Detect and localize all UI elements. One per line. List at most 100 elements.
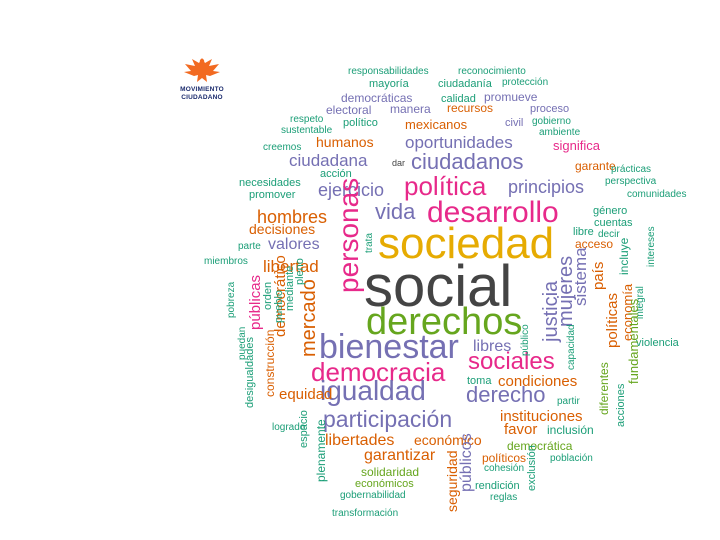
word-cloud-word: perspectiva bbox=[605, 176, 657, 187]
word-cloud-word: exclusión bbox=[526, 445, 538, 491]
word-cloud-word: público bbox=[520, 324, 531, 356]
word-cloud-word: sustentable bbox=[281, 125, 333, 136]
word-cloud-word: principios bbox=[508, 177, 585, 197]
word-cloud-word: participación bbox=[323, 406, 453, 432]
word-cloud-word: condiciones bbox=[498, 373, 578, 390]
word-cloud-word: electoral bbox=[326, 103, 372, 117]
word-cloud-word: acción bbox=[320, 168, 352, 180]
word-cloud-word: económico bbox=[414, 432, 482, 448]
word-cloud-word: promover bbox=[249, 189, 296, 201]
word-cloud-word: libertad bbox=[263, 257, 319, 276]
word-cloud-word: personas bbox=[333, 177, 364, 293]
word-cloud-word: calidad bbox=[441, 93, 476, 105]
word-cloud-word: democracia bbox=[311, 357, 446, 387]
word-cloud-word: espacio bbox=[298, 410, 310, 448]
word-cloud-word: manera bbox=[390, 102, 431, 116]
word-cloud-word: partir bbox=[557, 396, 580, 407]
word-cloud-word: ambiente bbox=[539, 127, 581, 138]
word-cloud-word: responsabilidades bbox=[348, 66, 429, 77]
word-cloud-word: humanos bbox=[316, 134, 374, 150]
word-cloud-word: democráticas bbox=[341, 91, 413, 105]
word-cloud-word: mercado bbox=[298, 279, 320, 357]
word-cloud-word: desarrollo bbox=[427, 196, 559, 229]
word-cloud-word: públicos bbox=[458, 433, 475, 492]
word-cloud-word: promueve bbox=[484, 90, 538, 104]
word-cloud-word: reconocimiento bbox=[458, 66, 526, 77]
word-cloud-word: bienestar bbox=[319, 328, 459, 366]
word-cloud-word: desigualdades bbox=[244, 337, 256, 408]
word-cloud-word: creemos bbox=[263, 142, 302, 153]
word-cloud-word: decir bbox=[598, 229, 620, 240]
word-cloud-word: pleno bbox=[294, 258, 306, 285]
word-cloud-word: libre bbox=[573, 226, 594, 238]
word-cloud-word: rendición bbox=[475, 480, 520, 492]
word-cloud-word: necesidades bbox=[239, 177, 301, 189]
logo-line-2: CIUDADANO bbox=[181, 94, 223, 101]
word-cloud-word: sistema bbox=[571, 247, 590, 306]
word-cloud-word: proceso bbox=[530, 103, 570, 115]
word-cloud-word: decisiones bbox=[249, 221, 316, 237]
word-cloud-word: acciones bbox=[615, 383, 627, 427]
word-cloud-word: plenamente bbox=[314, 419, 328, 482]
word-cloud-word: cohesión bbox=[484, 463, 525, 474]
word-cloud-word: violencia bbox=[636, 337, 679, 349]
word-cloud-word: mayoría bbox=[369, 78, 409, 90]
word-cloud-word: garante bbox=[575, 159, 616, 173]
word-cloud-word: seguridad bbox=[444, 450, 460, 513]
word-cloud-word: valores bbox=[268, 236, 320, 253]
word-cloud-word: político bbox=[343, 117, 378, 129]
word-cloud-word: instituciones bbox=[500, 408, 583, 425]
word-cloud-word: económicos bbox=[355, 478, 414, 490]
word-cloud-word: país bbox=[590, 261, 607, 290]
word-cloud-word: libres bbox=[473, 338, 512, 355]
word-cloud-word: ciudadana bbox=[289, 151, 368, 170]
word-cloud-word: logrado bbox=[272, 422, 306, 433]
word-cloud-word: libertades bbox=[325, 432, 395, 449]
word-cloud-word: trata bbox=[364, 232, 375, 253]
word-cloud-word: social bbox=[364, 254, 513, 319]
movimiento-ciudadano-logo: MOVIMIENTO CIUDADANO bbox=[172, 54, 232, 106]
word-cloud-word: capacidad bbox=[566, 324, 577, 370]
word-cloud-word: parte bbox=[238, 241, 261, 252]
word-cloud-word: pobreza bbox=[226, 281, 237, 318]
word-cloud-word: inclusión bbox=[547, 423, 594, 437]
word-cloud-word: garantizar bbox=[364, 447, 436, 464]
word-cloud-word: derecho bbox=[466, 382, 546, 407]
word-cloud-word: orden bbox=[262, 281, 274, 310]
word-cloud-word: población bbox=[550, 453, 593, 464]
word-cloud-word: oportunidades bbox=[405, 133, 513, 152]
word-cloud-word: sociales bbox=[468, 348, 555, 375]
word-cloud-word: hombres bbox=[257, 207, 328, 227]
word-cloud-word: democrática bbox=[507, 439, 573, 453]
word-cloud-word: gobierno bbox=[532, 116, 571, 127]
word-cloud-word: públicas bbox=[247, 274, 264, 330]
word-cloud-word: significa bbox=[553, 138, 600, 153]
word-cloud-word: sociedad bbox=[378, 219, 555, 268]
word-cloud-word: recursos bbox=[447, 101, 494, 115]
word-cloud-word: género bbox=[593, 205, 628, 217]
word-cloud-word: solidaridad bbox=[361, 465, 420, 479]
word-cloud-word: acceso bbox=[575, 237, 614, 251]
word-cloud-word: dar bbox=[392, 158, 406, 168]
word-cloud-word: ciudadanos bbox=[411, 149, 524, 174]
eagle-logo-icon bbox=[184, 58, 220, 82]
word-cloud-word: toma bbox=[467, 375, 492, 387]
word-cloud-word: diferentes bbox=[597, 362, 611, 415]
word-cloud-word: gobernabilidad bbox=[340, 490, 406, 501]
word-cloud-word: comunidades bbox=[627, 189, 687, 200]
word-cloud-word: reglas bbox=[490, 492, 518, 503]
word-cloud-word: miembros bbox=[204, 256, 248, 267]
word-cloud-word: políticas bbox=[604, 292, 621, 348]
word-cloud-word: civil bbox=[505, 117, 524, 129]
word-cloud-word: incluye bbox=[617, 237, 631, 275]
word-cloud-word: construcción bbox=[263, 329, 277, 397]
word-cloud-word: cuentas bbox=[594, 217, 633, 229]
word-cloud-word: derechos bbox=[366, 301, 523, 343]
word-cloud-word: política bbox=[404, 171, 487, 201]
word-cloud-word: transformación bbox=[332, 508, 399, 519]
word-cloud-word: protección bbox=[502, 77, 549, 88]
word-cloud-word: fundamentales bbox=[626, 298, 641, 384]
word-cloud-word: ejercicio bbox=[318, 180, 385, 200]
word-cloud-word: equidad bbox=[279, 386, 333, 403]
